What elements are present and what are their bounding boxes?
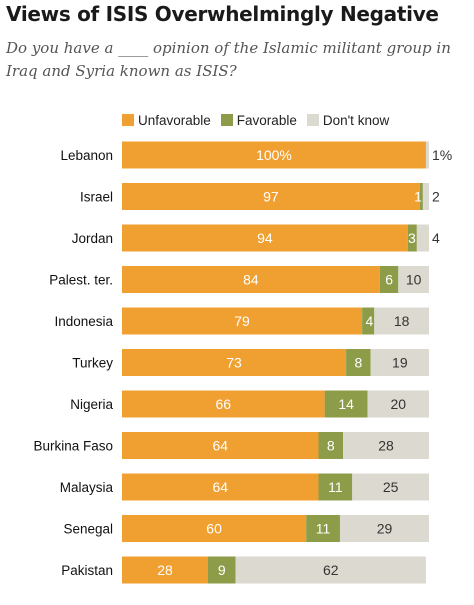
bar-segment-unfavorable <box>122 556 208 584</box>
data-label-favorable: 8 <box>327 438 335 454</box>
data-label-dont-know: 2 <box>432 189 440 205</box>
bar-row-nigeria: Nigeria 66 14 20 <box>70 390 429 418</box>
data-label-unfavorable: 79 <box>234 313 250 329</box>
bar-row-senegal: Senegal 60 11 29 <box>63 515 429 542</box>
bar-row-malaysia: Malaysia 64 11 25 <box>60 473 429 501</box>
data-label-favorable: 14 <box>338 396 354 412</box>
data-label-unfavorable: 64 <box>212 438 228 454</box>
bar-segment-unfavorable <box>122 349 347 376</box>
data-label-favorable: 8 <box>354 355 362 371</box>
category-label: Indonesia <box>54 314 113 329</box>
bar-row-jordan: Jordan 94 3 4 <box>72 224 440 252</box>
bar-row-palest-ter: Palest. ter. 84 6 10 <box>49 266 429 293</box>
data-label-favorable: 9 <box>218 562 226 578</box>
data-label-dont-know: 18 <box>394 313 410 329</box>
legend-swatch-dont-know <box>306 114 319 126</box>
data-label-favorable: 11 <box>328 479 343 495</box>
bar-segment-favorable <box>306 515 340 542</box>
data-label-favorable: 6 <box>385 272 393 288</box>
bar-segment-unfavorable <box>122 307 363 335</box>
bar-segment-unfavorable <box>122 390 325 418</box>
bar-segment-favorable <box>324 390 368 418</box>
bar-row-burkina-faso: Burkina Faso 64 8 28 <box>33 432 429 459</box>
data-label-unfavorable: 64 <box>212 479 228 495</box>
bar-row-pakistan: Pakistan 28 9 62 <box>61 556 426 584</box>
bar-segment-dont-know <box>367 390 429 418</box>
data-label-dont-know: 10 <box>406 272 422 288</box>
bar-segment-dont-know <box>425 141 429 169</box>
chart-subtitle: Do you have a ____ opinion of the Islami… <box>6 39 451 80</box>
data-label-dont-know: 25 <box>383 479 399 495</box>
chart-legend: Unfavorable Favorable Don't know <box>122 112 399 128</box>
data-label-dont-know: 62 <box>323 562 339 578</box>
data-label-favorable: 1 <box>414 189 422 205</box>
data-label-unfavorable: 100% <box>256 147 292 163</box>
bar-segment-dont-know <box>339 515 429 542</box>
category-label: Lebanon <box>60 148 113 163</box>
category-label: Senegal <box>63 522 113 537</box>
bar-segment-dont-know <box>398 266 429 293</box>
category-label: Israel <box>80 190 113 205</box>
data-label-dont-know: 4 <box>432 230 440 246</box>
bar-segment-unfavorable <box>122 183 420 210</box>
bar-segment-unfavorable <box>122 141 426 169</box>
bar-segment-dont-know <box>370 349 429 376</box>
bar-segment-favorable <box>346 349 371 376</box>
category-label: Jordan <box>72 231 113 246</box>
bar-segment-unfavorable <box>122 515 307 542</box>
data-label-dont-know: 29 <box>377 521 393 537</box>
legend-item-favorable: Favorable <box>220 112 297 128</box>
legend-item-dont-know: Don't know <box>306 112 390 128</box>
data-label-unfavorable: 66 <box>216 396 232 412</box>
legend-label-dont-know: Don't know <box>322 112 390 128</box>
data-label-unfavorable: 97 <box>263 189 279 205</box>
data-label-dont-know: 1% <box>432 147 452 163</box>
bar-segment-unfavorable <box>122 266 380 293</box>
bar-segment-dont-know <box>343 432 429 459</box>
bar-segment-favorable <box>207 556 236 584</box>
data-label-unfavorable: 28 <box>157 562 173 578</box>
category-label: Pakistan <box>61 563 113 578</box>
legend-swatch-favorable <box>220 114 233 126</box>
bar-segment-favorable <box>318 473 353 501</box>
data-label-favorable: 4 <box>365 313 373 329</box>
bar-segment-favorable <box>318 432 344 459</box>
bar-segment-dont-know <box>352 473 429 501</box>
legend-item-unfavorable: Unfavorable <box>122 113 211 128</box>
bar-segment-unfavorable <box>122 224 408 252</box>
data-label-favorable: 11 <box>316 521 331 537</box>
category-label: Turkey <box>72 356 113 371</box>
bar-segment-favorable <box>407 224 417 252</box>
legend-label-favorable: Favorable <box>236 112 297 128</box>
data-label-unfavorable: 84 <box>243 272 259 288</box>
category-label: Burkina Faso <box>33 439 113 454</box>
category-label: Palest. ter. <box>49 273 113 288</box>
legend-label-unfavorable: Unfavorable <box>138 112 211 128</box>
data-label-dont-know: 20 <box>391 396 407 412</box>
bar-segment-unfavorable <box>122 473 319 501</box>
bar-row-turkey: Turkey 73 8 19 <box>72 349 429 376</box>
bar-segment-dont-know <box>416 224 429 252</box>
data-label-unfavorable: 94 <box>257 230 273 246</box>
data-label-unfavorable: 60 <box>206 521 222 537</box>
bar-segment-favorable <box>419 183 423 210</box>
bar-segment-dont-know <box>374 307 429 335</box>
data-label-dont-know: 28 <box>378 438 394 454</box>
data-label-dont-know: 19 <box>392 355 408 371</box>
bar-segment-favorable <box>379 266 399 293</box>
bar-row-israel: Israel 97 1 2 <box>80 183 440 210</box>
bar-row-indonesia: Indonesia 79 4 18 <box>54 307 429 335</box>
category-label: Malaysia <box>60 480 114 495</box>
bar-segment-dont-know <box>422 183 429 210</box>
data-label-unfavorable: 73 <box>226 355 242 371</box>
chart-title: Views of ISIS Overwhelmingly Negative <box>6 2 439 26</box>
legend-swatch-unfavorable <box>122 114 134 126</box>
bar-segment-unfavorable <box>122 432 319 459</box>
bar-row-lebanon: Lebanon 100% 1% <box>60 141 452 169</box>
bar-segment-favorable <box>362 307 375 335</box>
bar-segment-dont-know <box>235 556 426 584</box>
data-label-favorable: 3 <box>408 230 416 246</box>
category-label: Nigeria <box>70 397 113 412</box>
